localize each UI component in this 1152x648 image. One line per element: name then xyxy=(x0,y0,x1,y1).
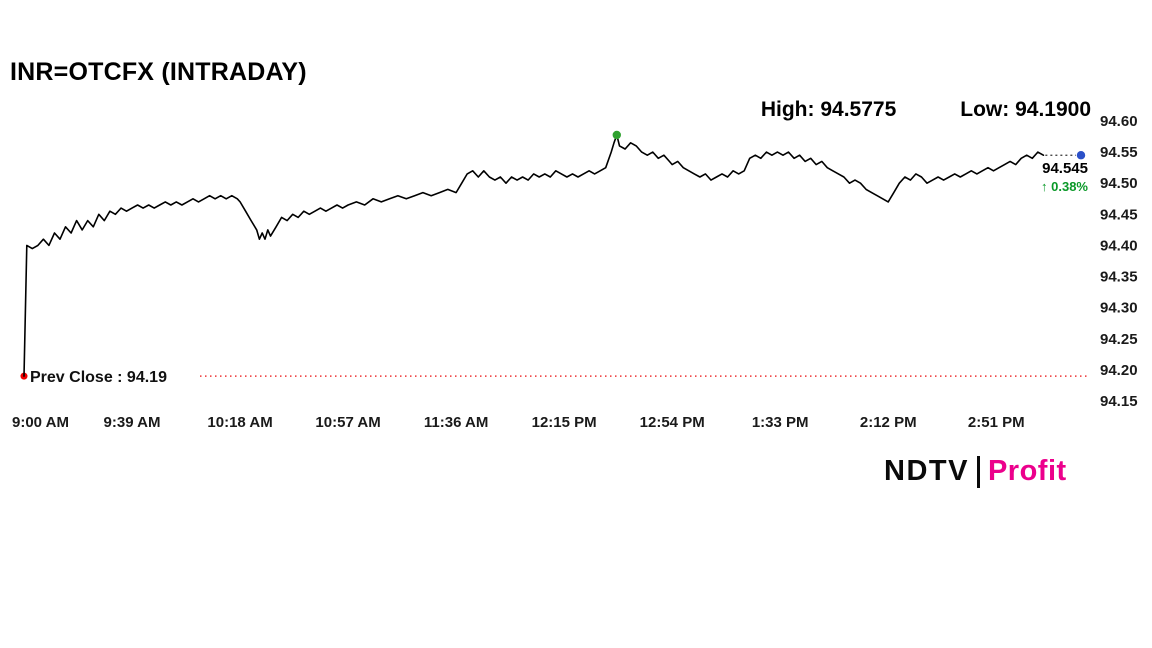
x-axis-label: 11:36 AM xyxy=(424,414,488,431)
last-price-value: 94.545 xyxy=(1042,160,1088,178)
x-axis-label: 9:39 AM xyxy=(104,414,161,431)
y-axis-label: 94.25 xyxy=(1100,331,1138,348)
y-axis-label: 94.50 xyxy=(1100,175,1138,192)
high-label: High: 94.5775 xyxy=(760,98,897,121)
last-price-label: 94.545 ↑ 0.38% xyxy=(1016,159,1088,195)
price-line xyxy=(23,134,1045,377)
x-axis-label: 1:33 PM xyxy=(752,414,809,431)
change-label: ↑ 0.38% xyxy=(1016,179,1088,196)
change-value: 0.38% xyxy=(1051,178,1088,194)
y-axis-label: 94.60 xyxy=(1100,113,1138,130)
intraday-line-chart: 94.60 94.55 94.50 94.45 94.40 94.35 94.30 94.25… xyxy=(12,113,1138,431)
profit-wordmark: Profit xyxy=(987,455,1067,487)
x-axis-label: 12:15 PM xyxy=(532,414,597,431)
y-axis-label: 94.40 xyxy=(1100,237,1138,254)
chart-title: INR=OTCFX (INTRADAY) xyxy=(10,58,307,86)
ndtv-wordmark: NDTV xyxy=(884,455,969,487)
x-axis-label: 12:54 PM xyxy=(640,414,705,431)
x-axis-label: 10:57 AM xyxy=(315,414,380,431)
x-axis-label: 2:51 PM xyxy=(968,414,1025,431)
y-axis-label: 94.35 xyxy=(1100,269,1138,286)
y-axis-label: 94.20 xyxy=(1100,362,1138,379)
y-axis-label: 94.45 xyxy=(1100,206,1138,223)
last-price-marker xyxy=(1076,151,1086,160)
high-marker xyxy=(612,130,621,140)
up-arrow-icon: ↑ xyxy=(1041,178,1048,194)
y-axis-label: 94.30 xyxy=(1100,300,1138,317)
ndtv-profit-logo: NDTV Profit xyxy=(884,455,1067,488)
x-axis-label: 10:18 AM xyxy=(207,414,272,431)
logo-separator xyxy=(976,455,980,488)
x-axis-label: 2:12 PM xyxy=(860,414,917,431)
x-axis-label: 9:00 AM xyxy=(12,414,69,431)
low-label: Low: 94.1900 xyxy=(960,98,1091,121)
high-low-stats: High: 94.5775 Low: 94.1900 xyxy=(761,98,1091,122)
prev-close-label: Prev Close : 94.19 xyxy=(30,369,167,386)
y-axis-label: 94.15 xyxy=(1100,393,1138,410)
y-axis-label: 94.55 xyxy=(1100,144,1138,161)
